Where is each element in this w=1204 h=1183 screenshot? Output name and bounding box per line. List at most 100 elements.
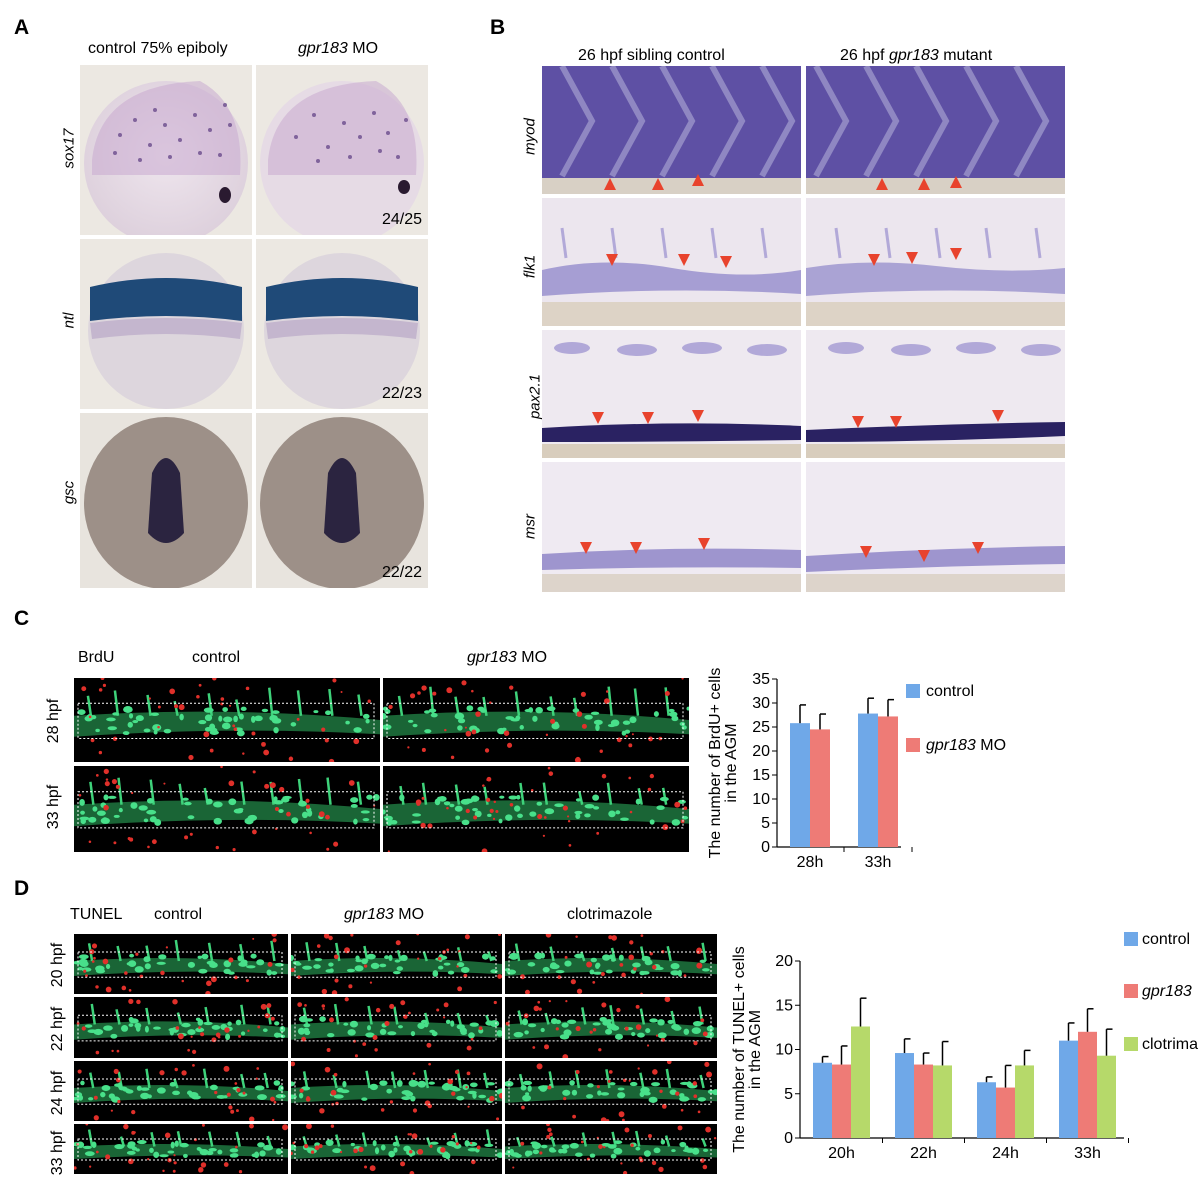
panel-b-mutant-prefix: 26 hpf [840, 47, 885, 64]
panel-label-c: C [14, 607, 30, 630]
bar [813, 1062, 832, 1138]
bar [996, 1087, 1015, 1138]
y-tick-label: 5 [784, 1086, 793, 1103]
panel-d-row-label-33hpf: 33 hpf [49, 1130, 66, 1176]
panel-d-24hpf-drug-image [505, 1061, 717, 1121]
y-tick-label: 5 [761, 815, 770, 832]
panel-a-count-ntl: 22/23 [381, 385, 422, 402]
panel-b-pax2-mutant-image [806, 330, 1065, 458]
panel-d-33hpf-drug-image [505, 1124, 717, 1174]
panel-c-row-label-33hpf: 33 hpf [45, 784, 62, 830]
bar [1097, 1055, 1116, 1138]
x-tick-label: 28h [797, 854, 824, 871]
y-tick-label: 0 [761, 839, 770, 856]
panel-b-row-label-pax2-1: pax2.1 [526, 373, 544, 420]
panel-a-gsc-mo-image: 22/22 [256, 413, 428, 588]
panel-d-20hpf-control-image [74, 934, 288, 994]
panel-a-mo-gene: gpr183 [298, 40, 348, 57]
panel-c-control-header: control [192, 649, 241, 666]
panel-b-row-label-flk1: flk1 [521, 254, 539, 279]
fluorescence-texture [74, 766, 380, 852]
fluorescence-texture [74, 1064, 288, 1121]
panel-c-28hpf-mo-image [383, 678, 689, 762]
panel-a-row-label-ntl: ntl [60, 312, 78, 329]
panel-b-flk1-mutant-image [806, 198, 1065, 326]
panel-d-20hpf-drug-image [505, 934, 717, 994]
panel-label-b: B [490, 16, 506, 39]
bar [914, 1064, 933, 1138]
panel-d-row-label-22hpf: 22 hpf [49, 1006, 66, 1052]
panel-b-flk1-control-image [542, 198, 801, 326]
panel-a-count-sox17: 24/25 [381, 211, 422, 228]
brdu-chart: 0 5 10 15 20 25 30 35 28h 33h The number of BrdU+ … [707, 668, 1006, 871]
legend-swatch [1124, 932, 1138, 946]
legend-swatch [1124, 984, 1138, 998]
panel-a-mo-suffix: MO [352, 40, 379, 57]
panel-d-row-label-20hpf: 20 hpf [49, 942, 66, 988]
panel-d-22hpf-mo-image [291, 997, 502, 1058]
panel-b-mutant-gene: gpr183 [888, 47, 939, 64]
panel-a-row-label-sox17: sox17 [60, 128, 78, 169]
panel-d-control-header: control [154, 906, 203, 923]
panel-d-33hpf-control-image [74, 1124, 288, 1174]
panel-b-control-header: 26 hpf sibling control [578, 47, 725, 64]
panel-label-d: D [14, 877, 30, 900]
fluorescence-texture [291, 1061, 502, 1121]
fluorescence-texture [505, 997, 717, 1058]
legend-label: clotrima [1142, 1036, 1198, 1053]
y-axis-label: in the AGM [747, 1010, 764, 1089]
bar [832, 1064, 851, 1138]
fluorescence-texture [74, 1124, 288, 1174]
panel-d-33hpf-mo-image [291, 1124, 502, 1174]
x-tick-label: 33h [865, 854, 892, 871]
panel-d-22hpf-drug-image [505, 997, 717, 1058]
panel-b-mutant-suffix: mutant [943, 47, 993, 64]
bar [1059, 1040, 1078, 1138]
panel-c-33hpf-mo-image [383, 766, 689, 852]
panel-a-mo-header: gpr183 MO [298, 40, 378, 58]
bar [1015, 1065, 1034, 1138]
legend-label-mo: gpr183 MO [926, 737, 1006, 754]
panel-d-24hpf-mo-image [291, 1061, 502, 1121]
x-tick-label: 20h [828, 1145, 855, 1162]
panel-a-ntl-mo-image: 22/23 [256, 239, 428, 409]
panel-d-24hpf-control-image [74, 1061, 288, 1121]
legend-label: control [1142, 931, 1190, 948]
panel-a-control-header: control 75% epiboly [88, 40, 228, 57]
panel-d-mo-suffix: MO [398, 906, 425, 923]
panel-c-row-label-28hpf: 28 hpf [45, 698, 62, 744]
fluorescence-texture [291, 934, 502, 994]
panel-c-mo-header: gpr183 MO [467, 649, 547, 667]
fluorescence-texture [505, 1061, 717, 1121]
fluorescence-texture [505, 1124, 717, 1174]
fluorescence-texture [74, 678, 380, 762]
y-tick-label: 0 [784, 1130, 793, 1147]
bar [895, 1053, 914, 1138]
y-tick-label: 10 [775, 1042, 793, 1059]
bar [851, 1026, 870, 1138]
fluorescence-texture [291, 1124, 502, 1174]
panel-b-row-label-msr: msr [521, 514, 539, 539]
bar [878, 716, 898, 847]
bar [810, 729, 830, 847]
panel-c-mo-suffix: MO [521, 649, 548, 666]
fluorescence-texture [74, 998, 288, 1055]
panel-a-row-label-gsc: gsc [60, 480, 78, 505]
y-tick-label: 15 [775, 997, 793, 1014]
panel-b-myod-mutant-image [806, 66, 1065, 194]
panel-d-20hpf-mo-image [291, 934, 502, 994]
y-tick-label: 30 [752, 695, 770, 712]
bar [933, 1065, 952, 1138]
panel-a-gsc-control-image [80, 413, 252, 588]
panel-d-22hpf-control-image [74, 997, 288, 1058]
panel-d-mo-header: gpr183 MO [344, 906, 424, 924]
tunel-chart: 0 5 10 15 20 20h 22h 24h 33h The number of TUNEL+… [731, 931, 1198, 1162]
y-tick-label: 20 [752, 743, 770, 760]
y-tick-label: 35 [752, 671, 770, 688]
panel-a-count-gsc: 22/22 [381, 564, 422, 581]
x-tick-label: 22h [910, 1145, 937, 1162]
bar [858, 713, 878, 847]
panel-b-row-label-myod: myod [521, 118, 539, 155]
bar [1078, 1031, 1097, 1138]
y-axis-label: The number of BrdU+ cells [707, 668, 724, 859]
